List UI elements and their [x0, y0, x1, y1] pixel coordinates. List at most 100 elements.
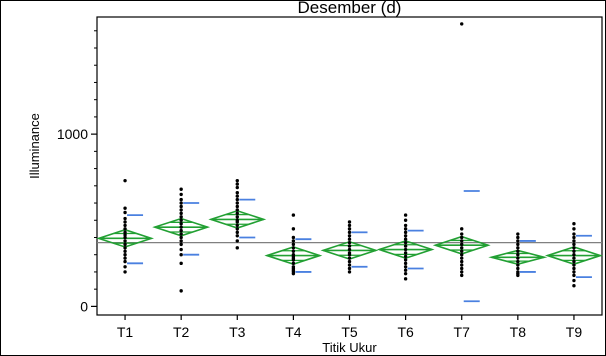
data-point [347, 266, 352, 271]
data-point [123, 235, 127, 240]
data-point [123, 233, 127, 237]
data-point [460, 266, 464, 271]
data-point [460, 273, 464, 278]
data-point [291, 242, 296, 247]
data-point [403, 254, 408, 259]
data-point [235, 239, 239, 243]
data-point [347, 247, 352, 252]
data-point [179, 232, 183, 236]
data-point [235, 204, 239, 209]
data-point [403, 223, 408, 228]
x-tick-label: T5 [341, 324, 358, 340]
x-axis-title: Titik Ukur [322, 340, 377, 355]
data-point [516, 242, 520, 247]
data-point [235, 230, 239, 235]
data-point [179, 204, 183, 209]
data-point [347, 237, 352, 241]
data-point [460, 239, 464, 243]
data-point [572, 259, 576, 264]
data-point [123, 227, 127, 231]
data-point [235, 197, 239, 202]
data-point [347, 234, 352, 238]
data-point [572, 227, 576, 231]
data-point [572, 273, 576, 278]
data-point [347, 240, 352, 245]
data-point [572, 256, 576, 260]
data-point [516, 266, 520, 271]
y-tick-label: 1000 [57, 126, 88, 142]
data-point [347, 256, 352, 260]
x-tick-label: T4 [285, 324, 302, 340]
data-point [516, 256, 520, 260]
data-point [235, 182, 239, 186]
data-point [347, 223, 352, 228]
data-point [460, 227, 464, 231]
data-point [179, 197, 183, 202]
data-point [347, 244, 352, 248]
data-point [572, 232, 576, 236]
data-point [516, 232, 520, 236]
data-point [572, 235, 576, 240]
data-point [123, 239, 127, 243]
data-point [179, 222, 183, 226]
data-point [291, 246, 296, 250]
data-point [291, 261, 296, 266]
data-point [572, 222, 576, 226]
data-point [460, 249, 464, 253]
data-point [516, 246, 520, 250]
data-point [403, 240, 408, 245]
data-point [123, 223, 127, 228]
data-point [403, 261, 408, 266]
data-point [179, 187, 183, 191]
data-point [179, 239, 183, 243]
data-point [572, 284, 576, 288]
data-point [123, 242, 127, 247]
data-point [179, 242, 183, 247]
data-point [291, 249, 296, 253]
data-point [403, 218, 408, 222]
data-point [460, 235, 464, 240]
data-point [460, 253, 464, 257]
data-point [460, 232, 464, 236]
x-tick-label: T8 [510, 324, 527, 340]
data-point [291, 227, 296, 231]
data-point [516, 249, 520, 253]
data-point [123, 178, 127, 183]
data-point [235, 234, 239, 238]
data-point [460, 256, 464, 260]
data-point [460, 259, 464, 264]
data-point [403, 271, 408, 276]
data-point [460, 246, 464, 250]
data-point [403, 227, 408, 231]
data-point [291, 271, 296, 276]
data-point [460, 263, 464, 267]
x-tick-label: T7 [454, 324, 471, 340]
data-point [235, 208, 239, 212]
data-point [179, 192, 183, 197]
data-point [179, 261, 183, 266]
data-point [347, 259, 352, 264]
data-point [235, 223, 239, 228]
data-point [235, 178, 239, 183]
data-point [179, 215, 183, 219]
data-point [572, 266, 576, 271]
data-point [403, 268, 408, 272]
x-tick-label: T1 [117, 324, 134, 340]
data-point-layer [123, 22, 576, 293]
data-point [123, 220, 127, 224]
data-point [123, 256, 127, 260]
data-point [235, 211, 239, 216]
x-tick-label: T6 [397, 324, 414, 340]
data-point [179, 253, 183, 257]
data-point [460, 270, 464, 274]
data-point [572, 246, 576, 250]
data-point [291, 239, 296, 243]
data-point [235, 201, 239, 205]
data-point [516, 239, 520, 243]
data-point [123, 206, 127, 210]
data-point [347, 253, 352, 257]
data-point [572, 253, 576, 257]
data-point [235, 220, 239, 224]
data-point [179, 228, 183, 233]
